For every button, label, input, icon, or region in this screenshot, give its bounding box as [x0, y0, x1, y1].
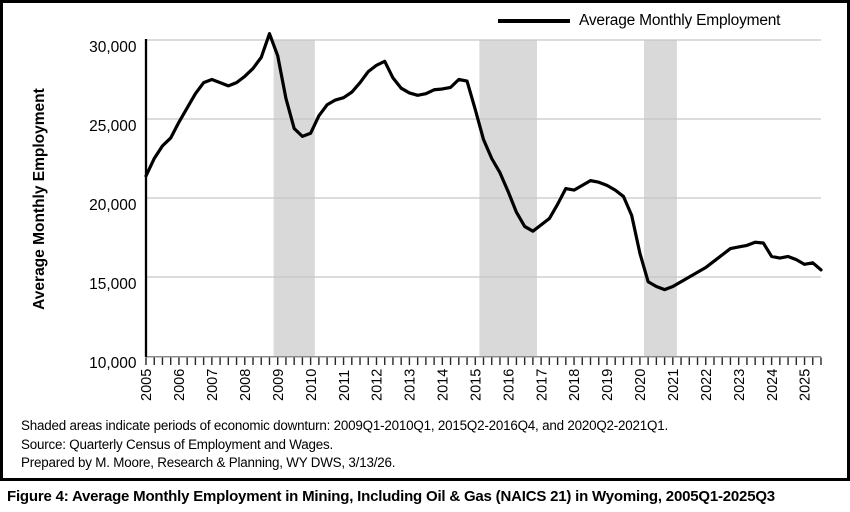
axes: [144, 39, 821, 358]
chart-footnotes: Shaded areas indicate periods of economi…: [21, 417, 668, 473]
svg-text:20,000: 20,000: [89, 197, 137, 214]
svg-text:2013: 2013: [403, 369, 419, 401]
svg-text:2017: 2017: [534, 369, 550, 401]
svg-text:2007: 2007: [205, 369, 221, 401]
svg-text:2024: 2024: [765, 369, 781, 401]
svg-text:2012: 2012: [370, 369, 386, 401]
employment-series-line: [144, 32, 823, 292]
svg-text:2022: 2022: [699, 369, 715, 401]
employment-line-chart: 2005 2006 2007 2008 2009 2010 2011 2012 2013 2014…: [89, 32, 823, 401]
svg-text:25,000: 25,000: [89, 118, 137, 135]
chart-legend: Average Monthly Employment: [498, 12, 780, 30]
series: [144, 32, 823, 292]
legend-line-sample-icon: [498, 19, 570, 23]
svg-text:2006: 2006: [172, 369, 188, 401]
svg-text:2023: 2023: [732, 369, 748, 401]
svg-text:2014: 2014: [436, 369, 452, 401]
svg-text:2019: 2019: [600, 369, 616, 401]
y-gridlines: [146, 39, 821, 278]
svg-text:2018: 2018: [567, 369, 583, 401]
x-axis-year-labels: 2005 2006 2007 2008 2009 2010 2011 2012 2013 2014…: [139, 369, 814, 401]
svg-text:2011: 2011: [337, 370, 353, 401]
svg-text:15,000: 15,000: [89, 276, 137, 293]
svg-text:2021: 2021: [666, 369, 682, 401]
legend-label: Average Monthly Employment: [579, 12, 781, 29]
svg-text:2025: 2025: [798, 369, 814, 401]
footnote-prepared-by: Prepared by M. Moore, Research & Plannin…: [21, 455, 396, 470]
footnote-source: Source: Quarterly Census of Employment a…: [21, 436, 333, 452]
svg-text:2010: 2010: [304, 369, 320, 401]
svg-text:2008: 2008: [238, 369, 254, 401]
y-axis-tick-labels: 10,000 15,000 20,000 25,000 30,000: [89, 39, 137, 372]
svg-text:2015: 2015: [469, 369, 485, 401]
x-axis-ticks: [145, 357, 822, 365]
footnote-shaded-areas: Shaded areas indicate periods of economi…: [21, 418, 669, 433]
svg-text:2005: 2005: [139, 369, 155, 401]
svg-text:2009: 2009: [271, 369, 287, 401]
svg-text:30,000: 30,000: [89, 39, 137, 56]
svg-text:10,000: 10,000: [89, 355, 137, 372]
y-axis-title: Average Monthly Employment: [31, 88, 48, 310]
svg-text:2020: 2020: [633, 369, 649, 401]
svg-text:2016: 2016: [501, 369, 517, 401]
figure-caption: Figure 4: Average Monthly Employment in …: [7, 488, 775, 505]
